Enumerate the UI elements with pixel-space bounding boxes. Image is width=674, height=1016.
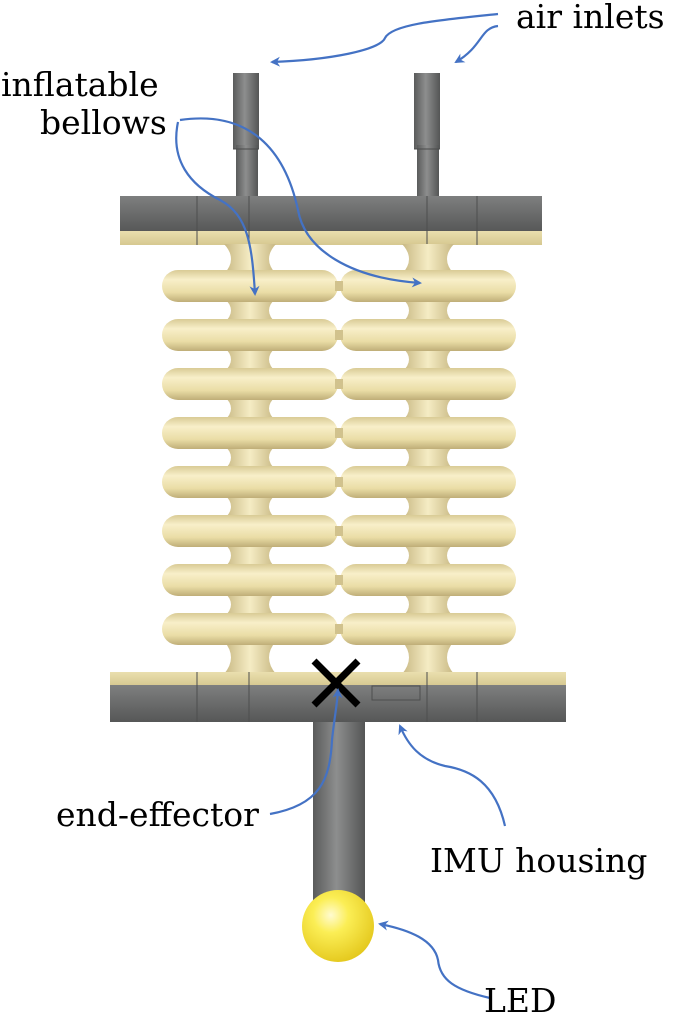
bellows-ring xyxy=(162,270,338,302)
arrow-air-inlet-left xyxy=(270,12,499,67)
bellows-neck xyxy=(402,641,454,674)
arrow-end-effector xyxy=(269,688,343,816)
arrow-air-inlet-right xyxy=(454,24,499,64)
bottom-plate xyxy=(110,672,566,722)
bellows-neck xyxy=(402,445,454,470)
bellows-ring xyxy=(162,466,338,498)
label-air-inlets: air inlets xyxy=(516,0,665,36)
bellows-ring xyxy=(162,564,338,596)
bellows-neck xyxy=(224,347,276,372)
annotation-arrows xyxy=(175,12,507,1000)
bellows-ring xyxy=(340,417,516,449)
bellows-ring xyxy=(340,564,516,596)
bellows-connector xyxy=(335,379,343,389)
bellows-ring xyxy=(162,417,338,449)
bellows-ring xyxy=(340,466,516,498)
imu-housing-outline xyxy=(371,685,421,701)
bellows-neck xyxy=(224,641,276,674)
bellows-ring xyxy=(162,613,338,645)
bellows-neck xyxy=(224,445,276,470)
label-bellows: bellows xyxy=(40,103,167,142)
bellows-neck xyxy=(402,298,454,323)
bellows-ring xyxy=(340,319,516,351)
bellows-ring xyxy=(162,368,338,400)
arrow-imu-housing xyxy=(398,724,507,827)
bellows-neck xyxy=(402,347,454,372)
label-imu-housing: IMU housing xyxy=(430,841,647,880)
bellows-connector xyxy=(335,624,343,634)
bellows-neck xyxy=(224,592,276,617)
bellows-connector xyxy=(335,281,343,291)
bellows-connector xyxy=(335,477,343,487)
bellows-neck xyxy=(402,494,454,519)
bellows-neck xyxy=(224,244,276,274)
bellows-ring xyxy=(340,613,516,645)
bellows-connector xyxy=(335,526,343,536)
arrow-led xyxy=(378,920,491,1000)
arrow-bellows-left xyxy=(175,121,260,296)
air-inlet-right xyxy=(414,73,440,197)
top-plate xyxy=(120,196,542,245)
bellows-connector xyxy=(335,575,343,585)
arrow-bellows-right xyxy=(179,117,422,288)
bellows-ring xyxy=(162,515,338,547)
bellows-neck xyxy=(224,396,276,421)
bellows-ring xyxy=(340,515,516,547)
bellows-ring xyxy=(162,319,338,351)
label-led: LED xyxy=(484,981,556,1016)
bellows-connector xyxy=(335,428,343,438)
bellows-neck xyxy=(224,494,276,519)
label-end-effector: end-effector xyxy=(56,795,259,834)
end-effector-rod xyxy=(313,722,365,912)
inflatable-bellows xyxy=(162,244,516,674)
bellows-neck xyxy=(402,244,454,274)
bellows-ring xyxy=(340,270,516,302)
bellows-neck xyxy=(224,543,276,568)
air-inlet-left xyxy=(233,73,259,197)
bellows-neck xyxy=(224,298,276,323)
led-bulb xyxy=(302,890,374,962)
label-inflatable: inflatable xyxy=(1,65,159,104)
bellows-neck xyxy=(402,396,454,421)
bellows-connector xyxy=(335,330,343,340)
end-effector-marker xyxy=(311,658,361,708)
bellows-neck xyxy=(402,592,454,617)
air-inlet-tubes xyxy=(233,73,440,197)
bellows-ring xyxy=(340,368,516,400)
bellows-neck xyxy=(402,543,454,568)
